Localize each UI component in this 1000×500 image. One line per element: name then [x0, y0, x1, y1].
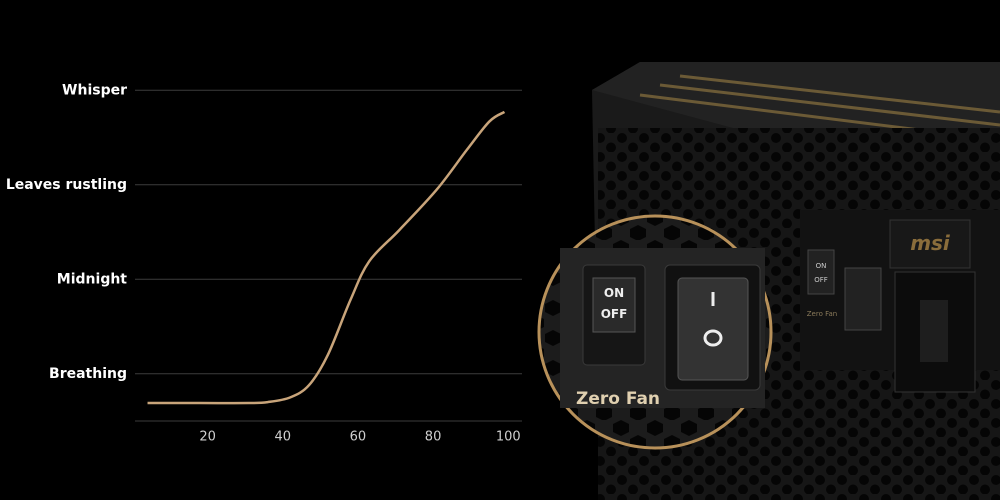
panel-on: ON — [816, 262, 827, 270]
zoom-detail: ON OFF Zero Fan — [537, 214, 773, 450]
y-tick-label: Leaves rustling — [6, 177, 127, 193]
zoom-label: Zero Fan — [576, 389, 660, 409]
y-tick-label: Midnight — [57, 271, 128, 287]
panel-off: OFF — [814, 276, 828, 284]
y-tick-label: Whisper — [62, 82, 127, 98]
x-tick-label: 100 — [496, 430, 521, 445]
zoom-off: OFF — [601, 307, 628, 321]
panel-label: Zero Fan — [807, 310, 837, 318]
logo: msi — [910, 231, 951, 255]
x-tick-label: 40 — [275, 430, 292, 445]
line-series — [147, 110, 506, 405]
y-tick-label: Breathing — [49, 366, 127, 382]
zoom-on: ON — [604, 286, 624, 300]
x-tick-label: 20 — [199, 430, 216, 445]
x-tick-label: 80 — [425, 430, 442, 445]
x-tick-label: 60 — [350, 430, 367, 445]
